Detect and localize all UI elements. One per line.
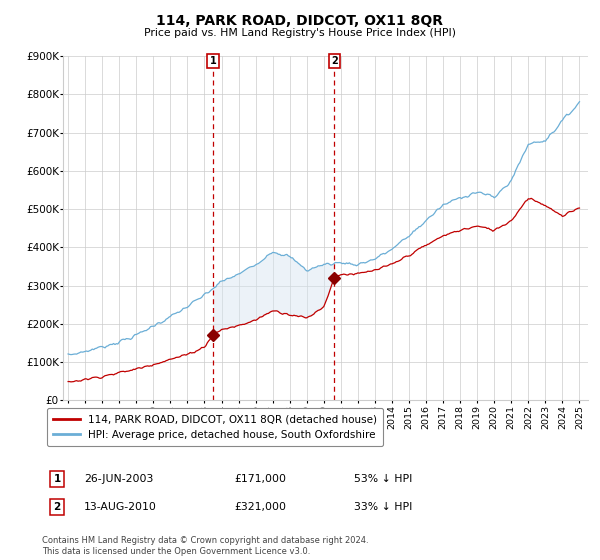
Text: £321,000: £321,000 xyxy=(234,502,286,512)
Text: 114, PARK ROAD, DIDCOT, OX11 8QR: 114, PARK ROAD, DIDCOT, OX11 8QR xyxy=(157,14,443,28)
Text: Price paid vs. HM Land Registry's House Price Index (HPI): Price paid vs. HM Land Registry's House … xyxy=(144,28,456,38)
Text: 1: 1 xyxy=(53,474,61,484)
Text: Contains HM Land Registry data © Crown copyright and database right 2024.
This d: Contains HM Land Registry data © Crown c… xyxy=(42,536,368,556)
Text: £171,000: £171,000 xyxy=(234,474,286,484)
Text: 53% ↓ HPI: 53% ↓ HPI xyxy=(354,474,412,484)
Text: 26-JUN-2003: 26-JUN-2003 xyxy=(84,474,154,484)
Text: 2: 2 xyxy=(331,56,338,66)
Text: 33% ↓ HPI: 33% ↓ HPI xyxy=(354,502,412,512)
Text: 1: 1 xyxy=(209,56,216,66)
Text: 13-AUG-2010: 13-AUG-2010 xyxy=(84,502,157,512)
Text: 2: 2 xyxy=(53,502,61,512)
Legend: 114, PARK ROAD, DIDCOT, OX11 8QR (detached house), HPI: Average price, detached : 114, PARK ROAD, DIDCOT, OX11 8QR (detach… xyxy=(47,408,383,446)
